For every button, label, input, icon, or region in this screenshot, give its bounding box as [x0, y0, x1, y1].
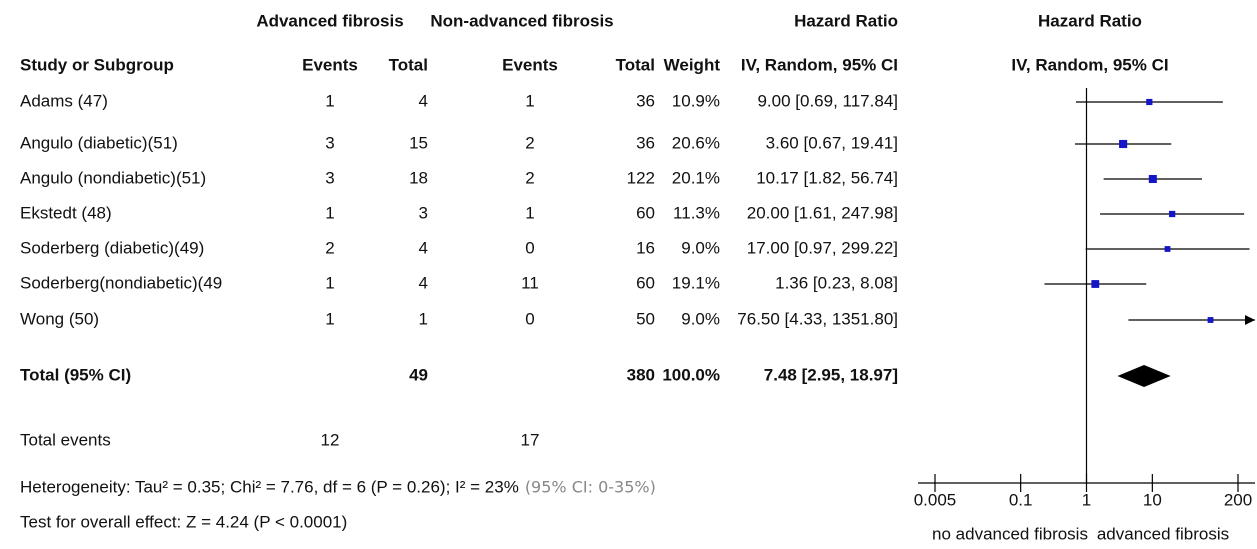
cell: 1 — [325, 203, 334, 222]
cell: 50 — [636, 309, 655, 328]
cell: 36 — [636, 133, 655, 152]
cell: 18 — [409, 168, 428, 187]
cell: 1 — [525, 203, 534, 222]
cell: 9.0% — [681, 238, 720, 257]
column-header: Total — [616, 55, 655, 74]
column-header: Study or Subgroup — [20, 55, 174, 74]
x-tick-label: 0.1 — [1009, 490, 1033, 509]
column-header: Events — [302, 55, 358, 74]
point-estimate — [1169, 210, 1176, 218]
point-estimate — [1207, 317, 1214, 323]
study-name: Angulo (nondiabetic)(51) — [20, 168, 206, 187]
study-name: Wong (50) — [20, 309, 99, 328]
column-header: Weight — [664, 55, 721, 74]
study-name: Soderberg (diabetic)(49) — [20, 238, 204, 257]
cell: 9.0% — [681, 309, 720, 328]
cell: 4 — [419, 91, 428, 110]
axis-label: no advanced fibrosis — [932, 524, 1088, 543]
cell: 17.00 [0.97, 299.22] — [747, 238, 898, 257]
column-header: IV, Random, 95% CI — [741, 55, 898, 74]
study-name: Soderberg(nondiabetic)(49 — [20, 273, 222, 292]
total-events-label: Total events — [20, 430, 111, 449]
cell: 3 — [325, 168, 334, 187]
cell: 0 — [525, 309, 534, 328]
cell: 2 — [525, 133, 534, 152]
cell: 10.17 [1.82, 56.74] — [756, 168, 898, 187]
cell: 12 — [321, 430, 340, 449]
cell: 76.50 [4.33, 1351.80] — [737, 309, 898, 328]
cell: 2 — [325, 238, 334, 257]
cell: 1 — [325, 273, 334, 292]
study-name: Angulo (diabetic)(51) — [20, 133, 178, 152]
column-header: Total — [389, 55, 428, 74]
point-estimate — [1146, 98, 1153, 106]
cell: 20.6% — [672, 133, 720, 152]
cell: 16 — [636, 238, 655, 257]
x-tick-label: 200 — [1224, 490, 1252, 509]
cell: 1.36 [0.23, 8.08] — [775, 273, 898, 292]
x-tick-label: 0.005 — [914, 490, 957, 509]
cell: 4 — [419, 273, 428, 292]
cell: 2 — [525, 168, 534, 187]
point-estimate — [1119, 139, 1128, 149]
point-estimate — [1148, 174, 1157, 184]
cell: 122 — [627, 168, 655, 187]
column-header: Hazard Ratio — [1038, 11, 1142, 30]
cell: 3 — [325, 133, 334, 152]
column-header: IV, Random, 95% CI — [1011, 55, 1168, 74]
cell: 0 — [525, 238, 534, 257]
cell: 9.00 [0.69, 117.84] — [757, 91, 898, 110]
ci-arrow — [1245, 315, 1255, 325]
group-header: Non-advanced fibrosis — [430, 11, 613, 30]
cell: 15 — [409, 133, 428, 152]
group-header: Advanced fibrosis — [256, 11, 403, 30]
cell: 4 — [419, 238, 428, 257]
column-header: Events — [502, 55, 558, 74]
cell: 11 — [521, 273, 539, 292]
cell: 36 — [636, 91, 655, 110]
cell: 1 — [525, 91, 534, 110]
heterogeneity-ci: (95% CI: 0-35%) — [525, 478, 656, 497]
study-name: Ekstedt (48) — [20, 203, 112, 222]
cell: 60 — [636, 203, 655, 222]
study-name: Adams (47) — [20, 91, 108, 110]
total-cell: 49 — [409, 365, 428, 384]
heterogeneity: Heterogeneity: Tau² = 0.35; Chi² = 7.76,… — [20, 477, 519, 496]
total-label: Total (95% CI) — [20, 365, 131, 384]
cell: 1 — [325, 309, 334, 328]
cell: 60 — [636, 273, 655, 292]
cell: 3 — [419, 203, 428, 222]
cell: 11.3% — [673, 203, 720, 222]
total-cell: 100.0% — [662, 365, 720, 384]
cell: 17 — [521, 430, 540, 449]
x-tick-label: 1 — [1082, 490, 1091, 509]
cell: 19.1% — [672, 273, 720, 292]
axis-label: advanced fibrosis — [1097, 524, 1229, 543]
cell: 20.00 [1.61, 247.98] — [747, 203, 898, 222]
cell: 10.9% — [672, 91, 720, 110]
column-header: Hazard Ratio — [794, 11, 898, 30]
total-diamond — [1117, 365, 1171, 387]
overall-effect: Test for overall effect: Z = 4.24 (P < 0… — [20, 512, 347, 531]
point-estimate — [1091, 280, 1100, 288]
point-estimate — [1164, 246, 1171, 252]
total-cell: 380 — [627, 365, 655, 384]
total-cell: 7.48 [2.95, 18.97] — [764, 365, 898, 384]
cell: 20.1% — [672, 168, 720, 187]
cell: 3.60 [0.67, 19.41] — [766, 133, 898, 152]
x-tick-label: 10 — [1143, 490, 1162, 509]
cell: 1 — [325, 91, 334, 110]
cell: 1 — [419, 309, 428, 328]
